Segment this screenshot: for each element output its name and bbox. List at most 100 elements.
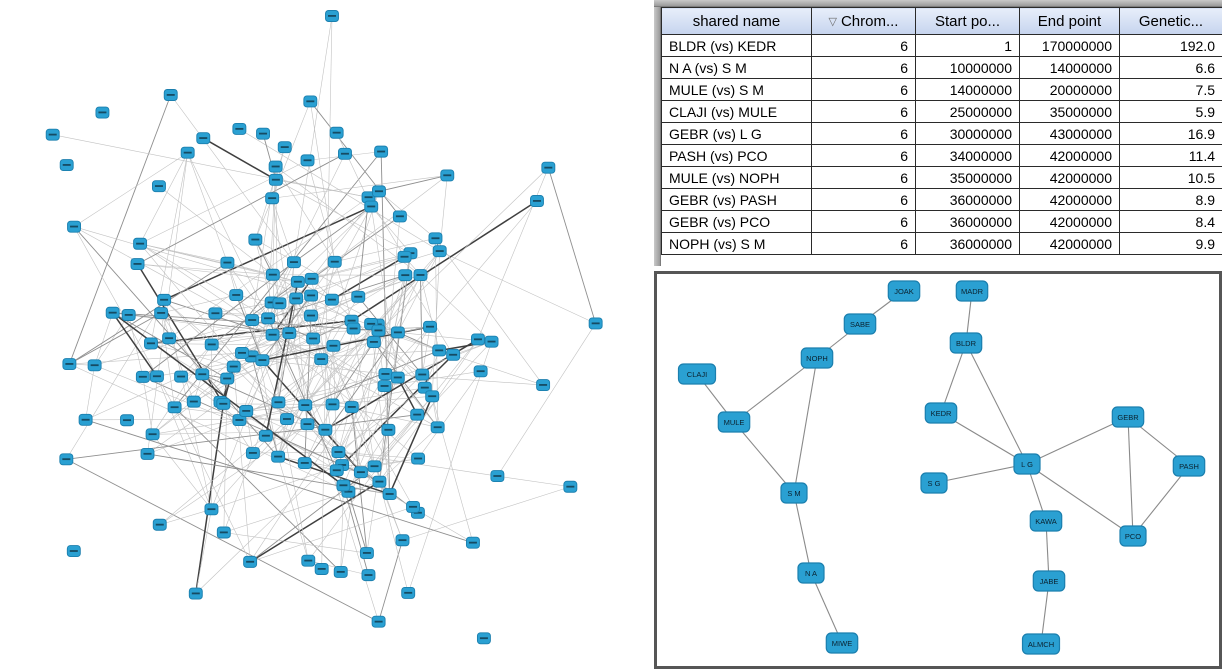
network-node[interactable] [314, 353, 329, 366]
network-node[interactable] [261, 312, 276, 325]
network-node[interactable] [425, 390, 440, 403]
network-node[interactable] [410, 408, 425, 421]
network-node[interactable] [298, 399, 313, 412]
network-node[interactable] [476, 632, 491, 645]
network-node[interactable] [154, 307, 169, 319]
network-node[interactable] [265, 192, 280, 205]
network-node[interactable] [304, 272, 319, 285]
network-node[interactable] [145, 428, 160, 441]
table-row[interactable]: MULE (vs) NOPH 6 35000000 42000000 10.5 [661, 166, 1222, 189]
network-node-SABE[interactable]: SABE [843, 313, 877, 335]
network-node[interactable] [306, 332, 321, 345]
network-node[interactable] [204, 503, 219, 516]
table-row[interactable]: MULE (vs) S M 6 14000000 20000000 7.5 [661, 78, 1222, 101]
network-node[interactable] [290, 275, 305, 288]
network-node[interactable] [353, 466, 368, 479]
network-node[interactable] [256, 127, 270, 140]
network-node[interactable] [378, 368, 393, 380]
network-node[interactable] [133, 237, 148, 250]
network-node[interactable] [204, 338, 219, 351]
column-header-start-point[interactable]: Start po... [915, 7, 1020, 35]
network-node[interactable] [333, 566, 348, 578]
network-node[interactable] [411, 452, 426, 465]
network-node[interactable] [541, 161, 556, 174]
network-node[interactable] [297, 457, 312, 469]
network-node[interactable] [163, 89, 178, 101]
network-node[interactable] [272, 297, 287, 310]
column-header-end-point[interactable]: End point [1019, 7, 1120, 35]
column-header-shared-name[interactable]: shared name [661, 7, 812, 35]
network-node[interactable] [105, 306, 120, 319]
network-node[interactable] [446, 348, 461, 361]
network-node[interactable] [286, 256, 301, 269]
table-row[interactable]: PASH (vs) PCO 6 34000000 42000000 11.4 [661, 144, 1222, 167]
network-node[interactable] [336, 479, 351, 492]
network-node[interactable] [423, 320, 437, 333]
filter-icon[interactable]: ▽ [828, 15, 837, 28]
network-node[interactable] [338, 147, 352, 160]
network-node[interactable] [301, 554, 316, 567]
network-node[interactable] [314, 563, 329, 575]
network-node[interactable] [196, 132, 211, 145]
network-node-JABE[interactable]: JABE [1032, 570, 1066, 592]
network-node-N A[interactable]: N A [797, 562, 825, 584]
table-row[interactable]: CLAJI (vs) MULE 6 25000000 35000000 5.9 [661, 100, 1222, 123]
network-node-NOPH[interactable]: NOPH [800, 347, 834, 369]
table-left-scrollbar[interactable] [654, 7, 661, 266]
network-node[interactable] [66, 545, 81, 558]
network-node[interactable] [351, 290, 366, 303]
network-node[interactable] [536, 379, 551, 391]
network-node[interactable] [465, 536, 480, 549]
network-node[interactable] [401, 586, 416, 599]
network-node[interactable] [371, 324, 386, 337]
network-node[interactable] [59, 453, 74, 466]
network-node[interactable] [440, 169, 455, 182]
network-node[interactable] [372, 475, 387, 488]
table-top-scrollbar[interactable] [654, 0, 1222, 7]
network-node[interactable] [239, 405, 254, 417]
main-network-canvas[interactable] [0, 0, 652, 669]
network-node[interactable] [361, 569, 376, 582]
network-node[interactable] [220, 256, 235, 269]
network-node[interactable] [282, 327, 297, 340]
network-node[interactable] [329, 126, 344, 139]
table-row[interactable]: NOPH (vs) S M 6 36000000 42000000 9.9 [661, 232, 1222, 255]
network-node[interactable] [258, 429, 273, 442]
network-node[interactable] [152, 180, 166, 193]
network-node[interactable] [381, 423, 396, 436]
network-node[interactable] [432, 344, 447, 357]
network-node[interactable] [144, 337, 158, 350]
network-node[interactable] [78, 413, 93, 426]
network-node[interactable] [392, 210, 407, 223]
network-node[interactable] [366, 336, 381, 348]
column-header-chromosome[interactable]: ▽ Chrom... [811, 7, 916, 35]
network-node[interactable] [390, 371, 405, 384]
network-node[interactable] [432, 245, 447, 258]
network-node[interactable] [268, 173, 283, 186]
network-node-PASH[interactable]: PASH [1172, 455, 1206, 477]
network-node[interactable] [364, 200, 379, 213]
network-node[interactable] [304, 289, 319, 302]
network-node[interactable] [195, 368, 210, 381]
network-node[interactable] [415, 368, 430, 381]
network-node[interactable] [248, 233, 263, 246]
network-node[interactable] [371, 615, 386, 628]
network-node[interactable] [372, 185, 386, 198]
network-node-KAWA[interactable]: KAWA [1029, 510, 1063, 532]
network-node[interactable] [62, 358, 77, 370]
network-node[interactable] [324, 293, 339, 306]
network-node-MULE[interactable]: MULE [717, 411, 751, 433]
network-node[interactable] [243, 555, 258, 568]
network-node[interactable] [152, 518, 167, 531]
network-node[interactable] [208, 307, 223, 320]
table-row[interactable]: N A (vs) S M 6 10000000 14000000 6.6 [661, 56, 1222, 79]
network-node[interactable] [413, 269, 428, 282]
network-node[interactable] [327, 255, 342, 268]
network-node[interactable] [235, 347, 249, 359]
network-node[interactable] [326, 339, 341, 352]
network-node[interactable] [188, 587, 203, 600]
network-node[interactable] [277, 141, 292, 154]
network-node[interactable] [245, 447, 260, 459]
network-node[interactable] [280, 413, 294, 426]
table-row[interactable]: GEBR (vs) PCO 6 36000000 42000000 8.4 [661, 210, 1222, 233]
